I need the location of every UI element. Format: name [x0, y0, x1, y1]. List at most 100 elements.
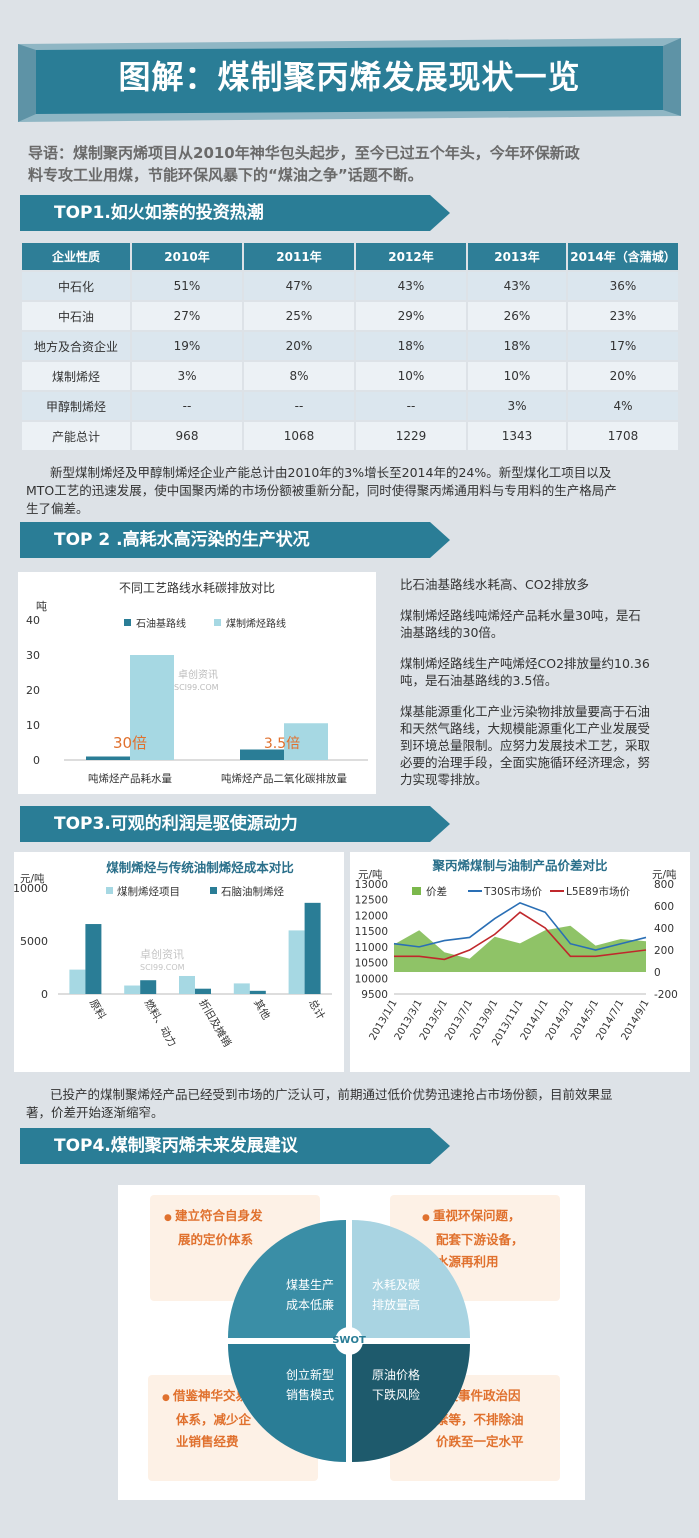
bar [240, 749, 284, 760]
note-line: 力实现零排放。 [400, 772, 488, 787]
x-tick-label: 吨烯烃产品二氧化碳排放量 [221, 772, 347, 785]
y-tick-label: 13000 [355, 879, 388, 891]
title-banner [18, 38, 681, 122]
legend-label: 煤制烯烃项目 [117, 885, 180, 898]
table-cell: 10% [466, 360, 568, 392]
card-line: 展的定价体系 [178, 1232, 254, 1247]
table-cell: 产能总计 [20, 420, 132, 452]
y-tick-label: 12000 [355, 910, 388, 922]
table-cell: 10% [354, 360, 468, 392]
table-row: 煤制烯烃 3% 8% 10% 10% 20% [20, 360, 680, 392]
note-line: 和天然气路线，大规模能源重化工产业发展受 [400, 721, 651, 736]
swot-line: 下跌风险 [371, 1388, 420, 1402]
x-tick-label: 燃料、动力 [142, 997, 180, 1049]
legend-label: 煤制烯烃路线 [226, 617, 286, 630]
bar [179, 975, 195, 994]
series-area-spread [394, 925, 646, 972]
card-line: 价跌至一定水平 [436, 1434, 524, 1449]
table-cell: -- [354, 390, 468, 422]
table-row: 产能总计 968 1068 1229 1343 1708 [20, 420, 680, 452]
table-cell: 煤制烯烃 [20, 360, 132, 392]
section-ribbon-top3: TOP3.可观的利润是驱使源动力 [20, 806, 450, 842]
section-title: TOP 2 .高耗水高污染的生产状况 [54, 530, 310, 550]
table-cell: 29% [354, 300, 468, 332]
series-line [393, 901, 647, 951]
chart-water-co2-panel: 不同工艺路线水耗碳排放对比吨 0 10 20 30 40 石油基路线 煤制烯烃路线 卓创资讯 SC… [18, 572, 376, 794]
x-tick-label: 吨烯烃产品耗水量 [88, 772, 172, 785]
card-line: 素等，不排除油 [436, 1412, 524, 1427]
table-cell: 23% [566, 300, 680, 332]
para-line: 著，价差开始逐渐缩窄。 [26, 1105, 164, 1120]
y-tick-label: 9500 [361, 989, 388, 1001]
y-tick-label: 0 [41, 988, 48, 1001]
swot-quadrant-weakness [352, 1220, 470, 1338]
y-tick-label: 11500 [355, 926, 388, 938]
bar [124, 985, 141, 994]
swot-circle [228, 1220, 470, 1462]
bar [233, 983, 250, 994]
bar [86, 756, 130, 760]
table-cell: 51% [130, 270, 244, 302]
y-tick-label: 12500 [355, 895, 388, 907]
bar [69, 969, 86, 994]
bar [288, 930, 305, 994]
legend-swatch [214, 619, 221, 626]
y-tick-label-right: -200 [654, 989, 678, 1001]
table-cell: 3% [466, 390, 568, 422]
bar [304, 902, 321, 994]
section-ribbon-top1: TOP1.如火如荼的投资热潮 [20, 195, 450, 231]
section-ribbon-top4: TOP4.煤制聚丙烯未来发展建议 [20, 1128, 450, 1164]
swot-quadrant-threat [352, 1344, 470, 1462]
table-cell: 18% [466, 330, 568, 362]
section-ribbon-top2: TOP 2 .高耗水高污染的生产状况 [20, 522, 450, 558]
table-cell: 19% [130, 330, 244, 362]
y-tick-label: 0 [33, 754, 40, 767]
card-line: 配套下游设备， [436, 1232, 524, 1247]
ribbon-shape [20, 195, 450, 231]
paragraph-capacity: 新型煤制烯烃及甲醇制烯烃企业产能总计由2010年的3%增长至2014年的24%。… [26, 464, 686, 518]
note-line: 必要的治理手段，全面实施循环经济理念，努 [400, 755, 651, 770]
swot-strength: 煤基生产 成本低廉 [270, 1275, 350, 1315]
chart-title: 聚丙烯煤制与油制产品价差对比 [431, 858, 608, 873]
chart-cost-panel: 煤制烯烃与传统油制烯烃成本对比 元/吨 0 5000 10000 煤制烯烃项目 石脑油制烯烃… [13, 852, 344, 1072]
note-line: 煤制烯烃路线吨烯烃产品耗水量30吨，是石 [400, 608, 641, 623]
card-line: 业销售经费 [176, 1434, 239, 1449]
intro-line: 导语：煤制聚丙烯项目从2010年神华包头起步，至今已过五个年头，今年环保新政 [28, 144, 580, 162]
table-cell: 47% [242, 270, 356, 302]
y-tick-label: 10500 [355, 958, 388, 970]
card-line: ● 借鉴神华交易 [162, 1388, 249, 1403]
table-cell: 25% [242, 300, 356, 332]
y-axis-label: 元/吨 [358, 868, 383, 881]
y-tick-label-right: 600 [654, 901, 674, 913]
intro-line: 料专攻工业用煤，节能环保风暴下的“煤油之争”话题不断。 [28, 166, 423, 184]
table-cell: 968 [130, 420, 244, 452]
legend-swatch [210, 887, 217, 894]
capacity-table: 企业性质 2010年 2011年 2012年 2013年 2014年（含蒲城） … [20, 241, 680, 452]
table-cell: 中石油 [20, 300, 132, 332]
note-line: 吨，是石油基路线的3.5倍。 [400, 673, 558, 688]
table-header: 2012年 [354, 241, 468, 272]
swot-opportunity: 创立新型 销售模式 [270, 1365, 350, 1405]
table-cell: 1229 [354, 420, 468, 452]
swot-line: 水耗及碳 [371, 1278, 420, 1292]
table-cell: 地方及合资企业 [20, 330, 132, 362]
note-line: 比石油基路线水耗高、CO2排放多 [400, 577, 590, 592]
table-header-row: 企业性质 2010年 2011年 2012年 2013年 2014年（含蒲城） [20, 241, 680, 272]
table-row: 中石油 27% 25% 29% 26% 23% [20, 300, 680, 332]
intro-text: 导语：煤制聚丙烯项目从2010年神华包头起步，至今已过五个年头，今年环保新政 料… [28, 142, 678, 186]
legend-label: T30S市场价 [483, 885, 542, 898]
swot-quadrant-strength [228, 1220, 346, 1338]
card-line: ● 建立符合自身发 [164, 1208, 263, 1223]
swot-center-hub [335, 1327, 363, 1355]
legend-swatch [124, 619, 131, 626]
table-cell: 甲醇制烯烃 [20, 390, 132, 422]
para-line: 已投产的煤制聚烯烃产品已经受到市场的广泛认可，前期通过低价优势迅速抢占市场份额，… [50, 1087, 613, 1102]
y-tick-label-right: 200 [654, 945, 674, 957]
note-line: 煤制烯烃路线生产吨烯烃CO2排放量约10.36 [400, 656, 650, 671]
para-line: MTO工艺的迅速发展，使中国聚丙烯的市场份额被重新分配，同时使得聚丙烯通用料与专… [26, 483, 617, 498]
y-tick-label: 40 [26, 614, 40, 627]
y-tick-label-right: 0 [654, 967, 661, 979]
